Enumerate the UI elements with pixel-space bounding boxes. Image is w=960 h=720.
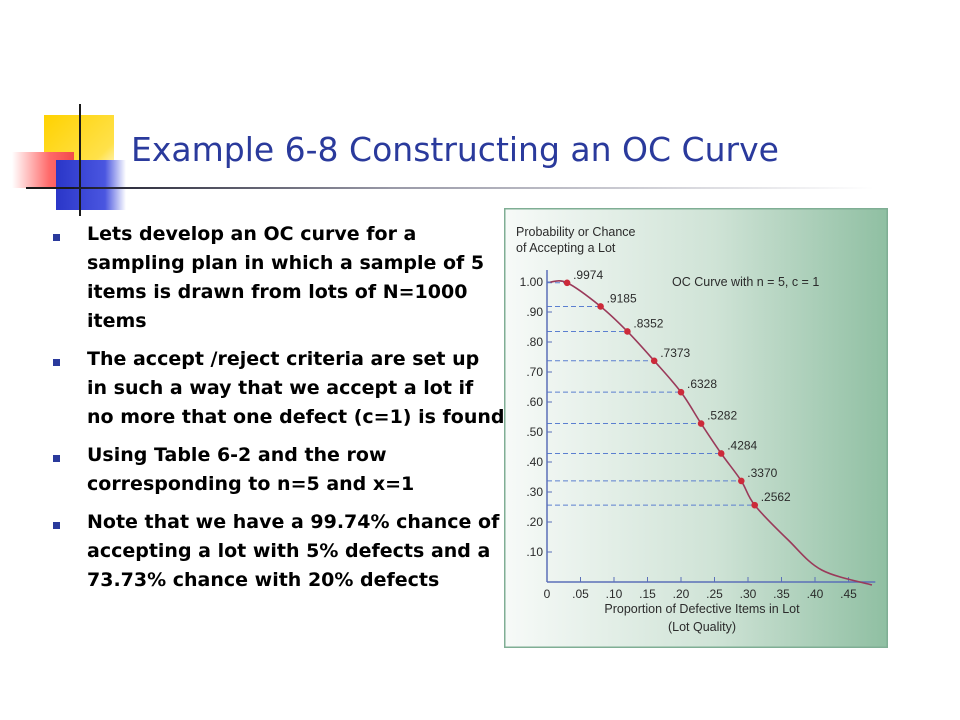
bullet-item: Lets develop an OC curve for a sampling … xyxy=(50,220,505,336)
data-label: .7373 xyxy=(660,346,690,360)
data-label: .2562 xyxy=(761,490,791,504)
data-label: .9185 xyxy=(607,291,637,305)
data-point xyxy=(738,477,745,485)
y-tick-label: .20 xyxy=(526,515,543,529)
y-tick-label: .70 xyxy=(526,365,543,379)
bullet-text: Lets develop an OC curve for a sampling … xyxy=(87,223,485,332)
y-tick-label: .30 xyxy=(526,485,543,499)
title-underline xyxy=(74,187,874,189)
y-axis-label-line1: Probability or Chance xyxy=(516,225,636,239)
x-axis-label-line1: Proportion of Defective Items in Lot xyxy=(604,602,800,616)
y-tick-label: .50 xyxy=(526,425,543,439)
data-point xyxy=(677,388,685,396)
y-axis-label-line2: of Accepting a Lot xyxy=(516,241,616,255)
x-tick-label: .30 xyxy=(740,587,757,601)
data-point xyxy=(624,328,631,335)
logo-vertical-line xyxy=(79,104,81,216)
x-tick-label: .15 xyxy=(639,587,656,601)
slide-title: Example 6-8 Constructing an OC Curve xyxy=(131,130,779,169)
curve-annotation: OC Curve with n = 5, c = 1 xyxy=(672,275,819,289)
data-label: .4284 xyxy=(727,438,757,452)
x-axis-label-line2: (Lot Quality) xyxy=(668,620,736,634)
data-point xyxy=(697,420,705,427)
data-label: .8352 xyxy=(633,316,663,330)
chart-svg: 1.00 .90 .80 .70 .60 .50 .40 .30 .20 .10 0 .05 .10 .1… xyxy=(504,208,888,648)
bullet-item: The accept /reject criteria are set up i… xyxy=(50,345,505,432)
oc-curve-chart: 1.00 .90 .80 .70 .60 .50 .40 .30 .20 .10 0 .05 .10 .1… xyxy=(504,208,888,648)
data-point xyxy=(717,450,725,457)
x-tick-label: 0 xyxy=(544,587,551,601)
data-label: .5282 xyxy=(707,409,737,423)
logo-blue-block xyxy=(56,160,126,210)
x-tick-label: .40 xyxy=(807,587,824,601)
bullet-text: Using Table 6-2 and the row correspondin… xyxy=(87,444,415,495)
data-point xyxy=(751,501,758,509)
data-label: .6328 xyxy=(687,377,717,391)
data-label: .9974 xyxy=(573,268,603,282)
y-tick-label: .60 xyxy=(526,395,543,409)
bullet-text: Note that we have a 99.74% chance of acc… xyxy=(87,511,500,591)
bullet-item: Note that we have a 99.74% chance of acc… xyxy=(50,508,505,595)
y-tick-label: .80 xyxy=(526,335,543,349)
y-tick-label: 1.00 xyxy=(520,275,544,289)
x-tick-label: .25 xyxy=(706,587,723,601)
y-tick-label: .40 xyxy=(526,455,543,469)
data-label: .3370 xyxy=(747,466,777,480)
bullet-square-icon xyxy=(53,455,60,462)
x-tick-label: .45 xyxy=(840,587,857,601)
y-tick-label: .10 xyxy=(526,545,543,559)
bullet-square-icon xyxy=(53,234,60,241)
data-point xyxy=(597,303,604,310)
x-tick-label: .35 xyxy=(773,587,790,601)
x-tick-label: .05 xyxy=(572,587,589,601)
x-tick-label: .20 xyxy=(673,587,690,601)
bullet-square-icon xyxy=(53,359,60,366)
y-tick-label: .90 xyxy=(526,305,543,319)
bullet-item: Using Table 6-2 and the row correspondin… xyxy=(50,441,505,499)
data-point xyxy=(563,279,571,287)
logo-horizontal-line xyxy=(26,187,88,189)
bullet-list: Lets develop an OC curve for a sampling … xyxy=(50,220,505,604)
bullet-text: The accept /reject criteria are set up i… xyxy=(87,348,505,428)
bullet-square-icon xyxy=(53,522,60,529)
data-point xyxy=(650,357,658,365)
x-tick-label: .10 xyxy=(606,587,623,601)
